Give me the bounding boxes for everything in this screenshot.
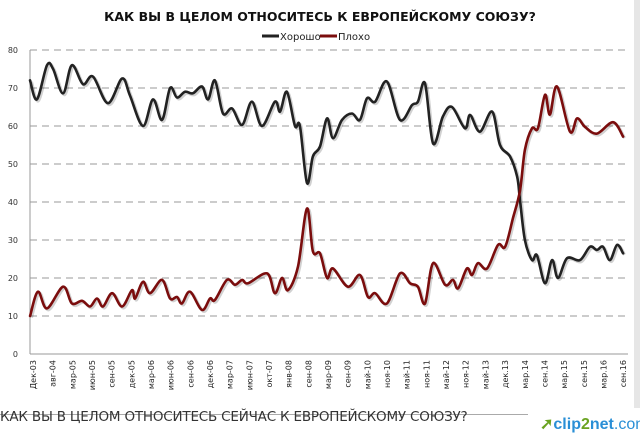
x-tick-label: сен.15 <box>580 360 589 387</box>
x-tick-label: дек-05 <box>127 360 136 388</box>
series-line-bad <box>28 85 625 318</box>
x-tick-label: мар-05 <box>68 360 77 389</box>
x-tick-label: сен-09 <box>344 360 353 388</box>
x-tick-label: ноя-11 <box>422 360 431 388</box>
line-chart: КАК ВЫ В ЦЕЛОМ ОТНОСИТЕСЬ К ЕВРОПЕЙСКОМУ… <box>8 9 628 390</box>
x-axis: Дек-03 авг-04 мар-05 июн-05 сен-05 дек-05 мар-… <box>29 360 628 390</box>
x-tick-label: мар.16 <box>599 360 608 389</box>
y-tick-label: 70 <box>8 84 18 93</box>
chart-title: КАК ВЫ В ЦЕЛОМ ОТНОСИТЕСЬ К ЕВРОПЕЙСКОМУ… <box>104 9 536 24</box>
x-tick-label: май-10 <box>363 360 372 389</box>
x-tick-label: сен.16 <box>619 360 628 387</box>
x-tick-label: мар.14 <box>521 360 530 389</box>
x-tick-label: сен-05 <box>108 360 117 388</box>
x-tick-label: ноя-12 <box>462 360 471 388</box>
x-tick-label: май-12 <box>442 360 451 389</box>
x-tick-label: июн-05 <box>88 360 97 390</box>
y-tick-label: 60 <box>8 122 18 131</box>
x-tick-label: дек-06 <box>206 360 215 388</box>
y-tick-label: 20 <box>8 274 18 283</box>
grid <box>29 49 628 355</box>
x-tick-label: ноя-10 <box>383 360 392 388</box>
x-tick-label: июн-06 <box>167 360 176 390</box>
x-tick-label: май-13 <box>481 360 490 389</box>
y-tick-label: 80 <box>8 46 18 55</box>
legend-label: Плохо <box>338 32 370 43</box>
x-tick-label: мар-09 <box>324 360 333 389</box>
series-line-good <box>28 61 625 285</box>
x-tick-label: янв-08 <box>285 360 294 388</box>
clip2net-logo: ➚clip2net.com <box>540 416 640 433</box>
y-tick-label: 10 <box>8 312 18 321</box>
caption: КАК ВЫ В ЦЕЛОМ ОТНОСИТЕСЬ СЕЙЧАС К ЕВРОП… <box>0 409 468 425</box>
y-axis: 0 10 20 30 40 50 60 70 80 <box>8 46 18 359</box>
y-tick-label: 50 <box>8 160 18 169</box>
legend: Хорошо Плохо <box>262 32 370 43</box>
series-lines <box>28 61 626 318</box>
x-tick-label: Дек-03 <box>29 360 38 389</box>
series-shadow <box>30 62 626 287</box>
x-tick-label: май-11 <box>403 360 412 389</box>
y-tick-label: 30 <box>8 236 18 245</box>
x-tick-label: сен-06 <box>186 360 195 388</box>
x-tick-label: мар-07 <box>226 360 235 389</box>
x-tick-label: мар.15 <box>560 360 569 389</box>
x-tick-label: сен-08 <box>304 360 313 388</box>
x-tick-label: июн-07 <box>245 360 254 390</box>
x-tick-label: окт-07 <box>265 360 274 387</box>
legend-label: Хорошо <box>280 32 321 43</box>
x-tick-label: сен.14 <box>540 360 549 387</box>
x-tick-label: авг-04 <box>49 360 58 387</box>
x-tick-label: дек.13 <box>501 360 510 388</box>
caption-divider <box>0 414 528 415</box>
y-tick-label: 0 <box>13 350 18 359</box>
logo-arrow-icon: ➚ <box>540 416 554 433</box>
right-border <box>634 0 640 408</box>
y-tick-label: 40 <box>8 198 18 207</box>
x-tick-label: мар-06 <box>147 360 156 389</box>
